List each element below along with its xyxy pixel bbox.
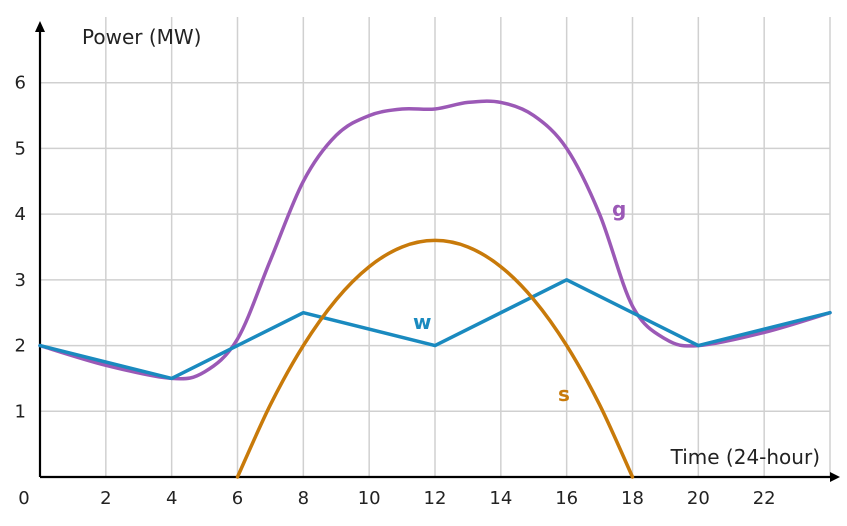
y-tick-label: 3 <box>15 270 26 291</box>
y-axis-title: Power (MW) <box>82 25 201 49</box>
x-tick-label: 10 <box>358 488 381 509</box>
x-axis-arrow-icon <box>830 472 840 482</box>
x-tick-label: 6 <box>232 488 243 509</box>
y-tick-label: 5 <box>15 138 26 159</box>
x-tick-label: 14 <box>489 488 512 509</box>
x-tick-label: 8 <box>298 488 309 509</box>
x-tick-label: 22 <box>753 488 776 509</box>
series-line-s <box>235 238 635 479</box>
axes <box>35 21 840 482</box>
series-label-w: w <box>413 310 431 334</box>
y-tick-label: 1 <box>15 401 26 422</box>
series-group <box>38 99 832 479</box>
y-tick-label: 2 <box>15 336 26 357</box>
x-tick-label: 4 <box>166 488 177 509</box>
series-label-g: g <box>612 197 626 221</box>
grid <box>40 17 831 477</box>
x-tick-label: 20 <box>687 488 710 509</box>
series-labels: g w s <box>413 197 626 406</box>
x-axis-title: Time (24-hour) <box>670 445 820 469</box>
y-axis-arrow-icon <box>35 21 45 32</box>
y-tick-label: 6 <box>15 73 26 94</box>
series-line-w <box>38 278 832 381</box>
series-label-s: s <box>558 382 570 406</box>
x-tick-label: 2 <box>100 488 111 509</box>
series-line-g <box>38 99 832 381</box>
origin-label: 0 <box>18 488 29 509</box>
x-tick-label: 18 <box>621 488 644 509</box>
x-tick-label: 16 <box>555 488 578 509</box>
x-tick-label: 12 <box>424 488 447 509</box>
y-tick-label: 4 <box>15 204 26 225</box>
